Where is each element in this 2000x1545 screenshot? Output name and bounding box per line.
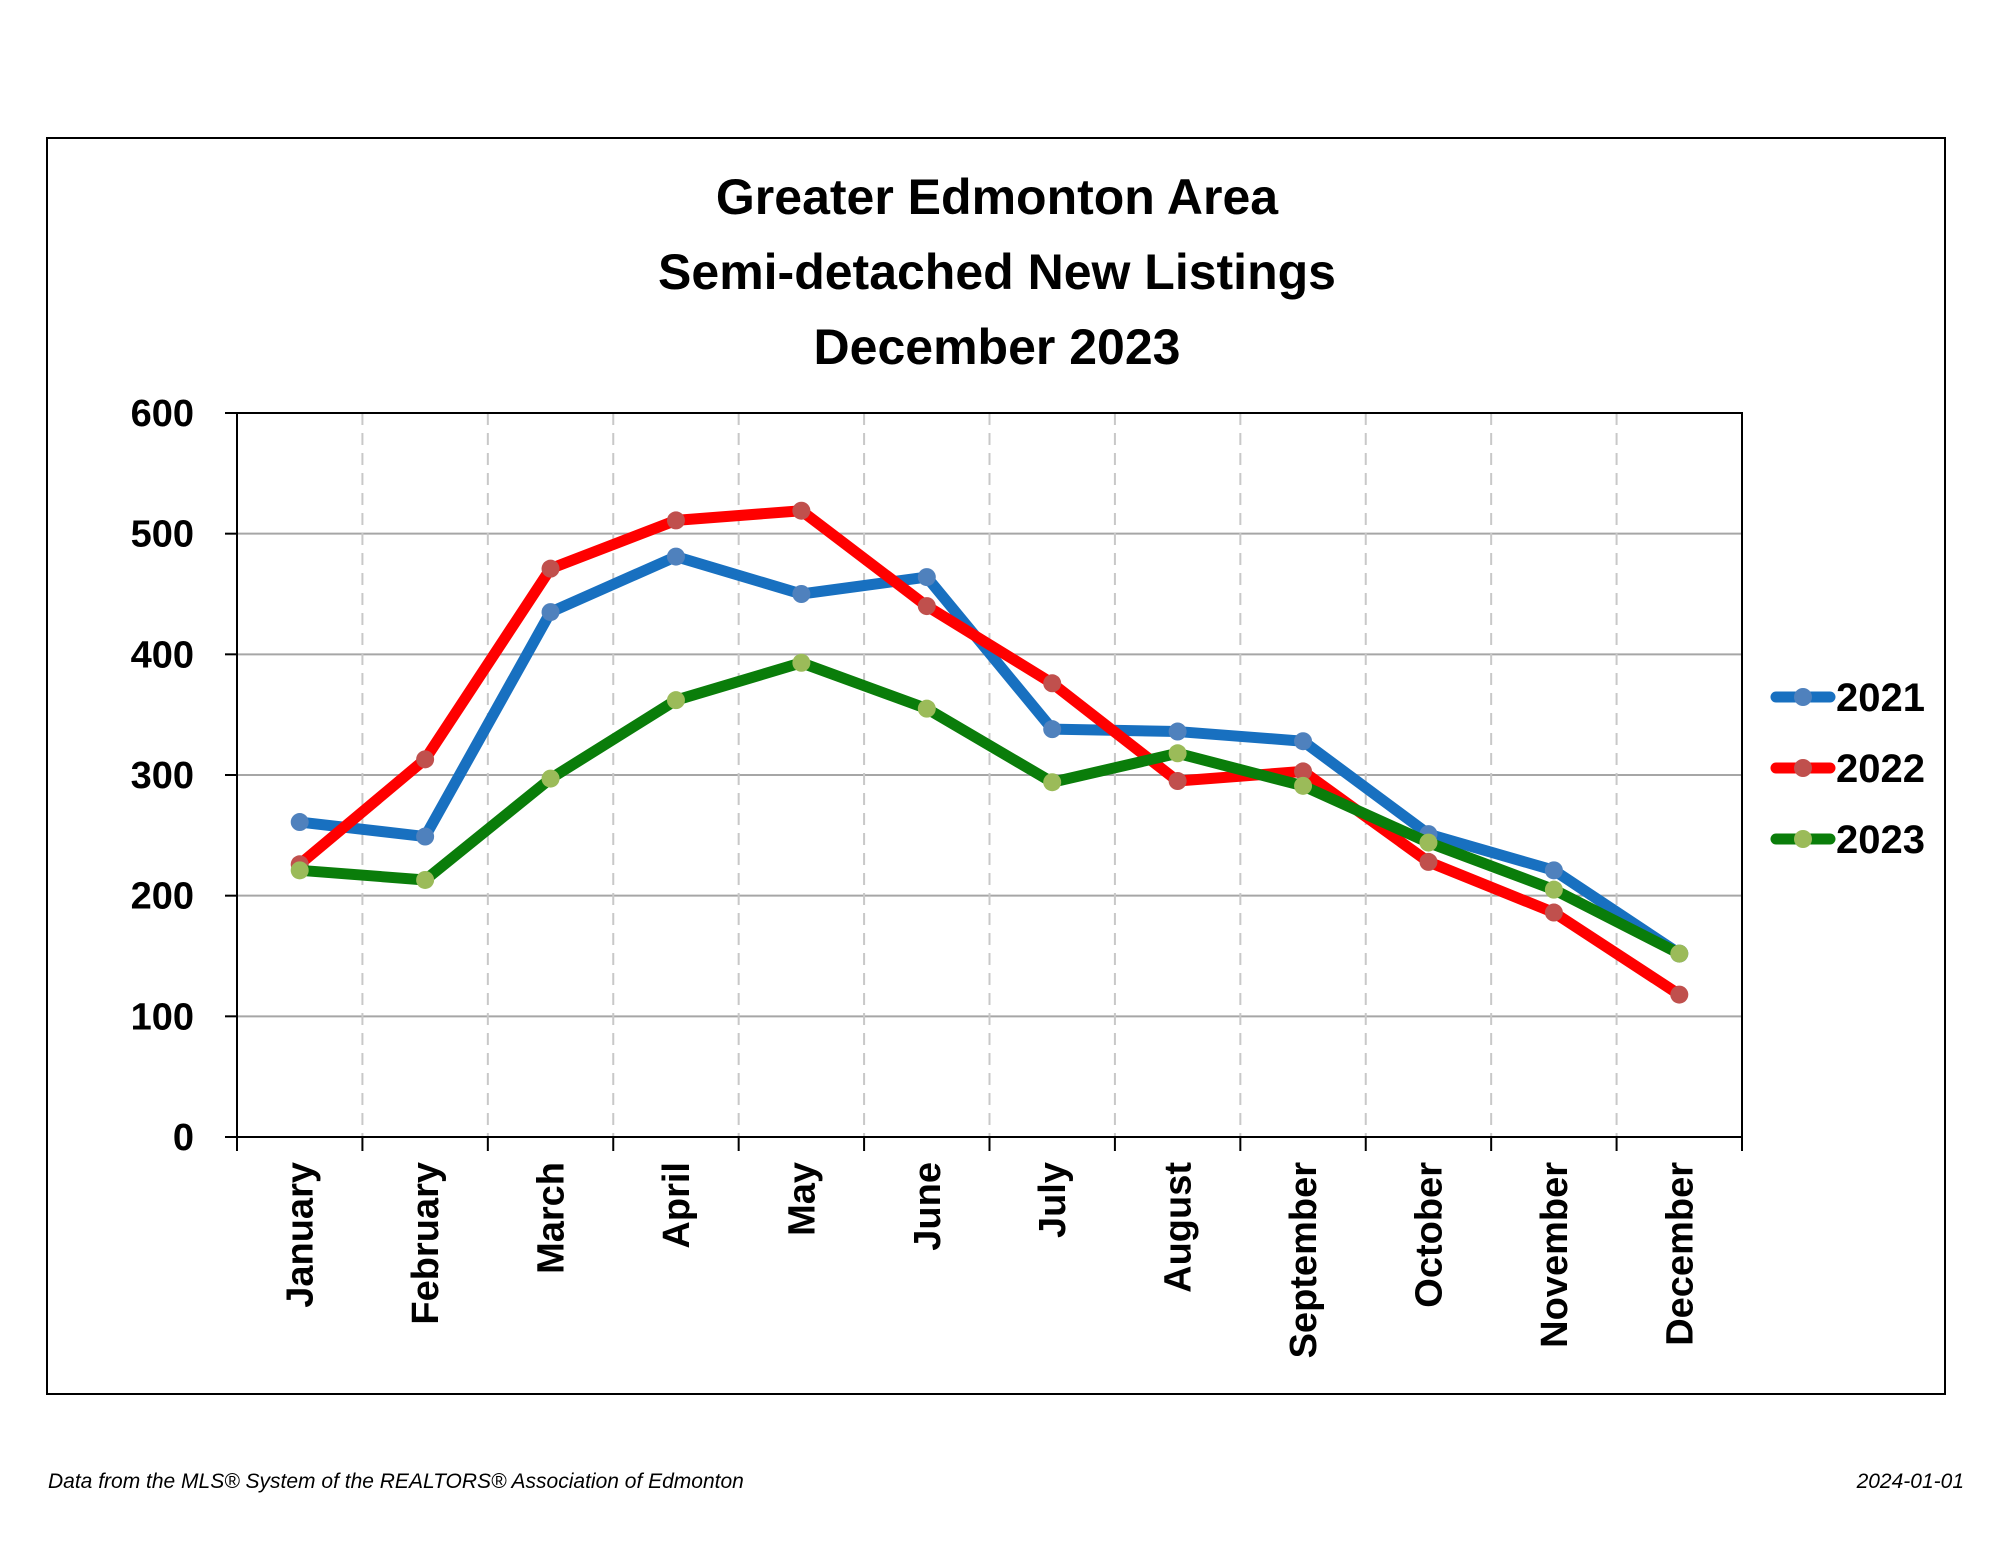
data-point	[1544, 880, 1563, 899]
x-axis-tick-labels: January February March April May June July Augu…	[280, 1162, 1702, 1359]
x-tick-label: November	[1534, 1162, 1576, 1348]
data-point	[792, 585, 811, 603]
data-point	[290, 861, 309, 880]
chart-title: Greater Edmonton Area Semi-detached New …	[658, 169, 1336, 375]
data-point	[1043, 674, 1062, 693]
chart-frame	[46, 137, 1946, 1395]
source-note: Data from the MLS® System of the REALTOR…	[48, 1470, 744, 1493]
data-point	[1294, 776, 1313, 795]
legend-swatch-marker	[1794, 759, 1812, 777]
data-point	[416, 870, 435, 889]
data-point	[1670, 985, 1689, 1004]
y-tick-label: 300	[131, 755, 194, 797]
data-point	[917, 568, 936, 587]
data-point	[1294, 732, 1313, 751]
legend-item-2022: 2022	[1770, 747, 1925, 791]
data-point	[666, 511, 685, 530]
data-point	[1544, 861, 1563, 880]
y-tick-label: 600	[131, 393, 194, 435]
data-point	[1043, 773, 1062, 792]
data-point	[416, 827, 435, 846]
data-point	[1168, 772, 1187, 791]
report-date: 2024-01-01	[1856, 1470, 1964, 1493]
x-tick-label: December	[1659, 1162, 1701, 1346]
series-line-2022	[294, 505, 1685, 1001]
data-point	[917, 597, 936, 616]
data-point	[792, 501, 811, 520]
data-point	[541, 603, 560, 622]
data-point	[666, 691, 685, 710]
x-tick-label: March	[531, 1162, 573, 1274]
y-tick-label: 200	[131, 876, 194, 918]
series-line-2023	[294, 657, 1685, 960]
y-tick-label: 500	[131, 514, 194, 556]
series-2022	[290, 501, 1689, 1004]
data-point	[1544, 903, 1563, 922]
legend-item-2021: 2021	[1770, 676, 1925, 720]
legend-item-2023: 2023	[1770, 818, 1925, 862]
chart-title-line-3: December 2023	[814, 319, 1181, 375]
legend-swatch-marker	[1794, 688, 1812, 706]
y-tick-label: 400	[131, 634, 194, 676]
x-tick-label: September	[1283, 1162, 1325, 1359]
legend: 2021 2022 2023	[1770, 676, 1925, 862]
data-point	[1670, 944, 1689, 963]
data-point	[1168, 722, 1187, 741]
chart-title-line-2: Semi-detached New Listings	[658, 244, 1336, 300]
data-point	[541, 559, 560, 578]
y-tick-label: 100	[131, 996, 194, 1038]
data-point	[541, 769, 560, 788]
series-lines	[290, 501, 1689, 1004]
axes	[225, 412, 1743, 1151]
x-tick-label: July	[1032, 1162, 1074, 1238]
x-tick-label: February	[405, 1162, 447, 1325]
legend-label: 2023	[1836, 818, 1925, 862]
data-point	[1294, 762, 1313, 781]
data-point	[1419, 852, 1438, 871]
x-tick-label: May	[781, 1162, 823, 1236]
legend-swatch-marker	[1794, 830, 1812, 848]
data-point	[666, 547, 685, 566]
data-point	[290, 813, 309, 832]
series-2023	[290, 653, 1689, 963]
chart-title-line-1: Greater Edmonton Area	[716, 169, 1279, 225]
y-tick-label: 0	[173, 1117, 194, 1159]
data-point	[416, 750, 435, 769]
y-axis-tick-labels: 0 100 200 300 400 500 600	[131, 393, 194, 1159]
legend-label: 2021	[1836, 676, 1925, 720]
data-point	[917, 699, 936, 718]
x-tick-label: April	[656, 1162, 698, 1249]
x-tick-label: June	[907, 1162, 949, 1251]
data-point	[1043, 720, 1062, 739]
x-tick-label: October	[1408, 1162, 1450, 1308]
data-point	[1419, 833, 1438, 852]
x-tick-label: August	[1158, 1162, 1200, 1293]
data-point	[1168, 744, 1187, 763]
legend-label: 2022	[1836, 747, 1925, 791]
data-point	[792, 653, 811, 672]
x-tick-label: January	[280, 1162, 322, 1308]
series-line-2021	[294, 551, 1685, 960]
